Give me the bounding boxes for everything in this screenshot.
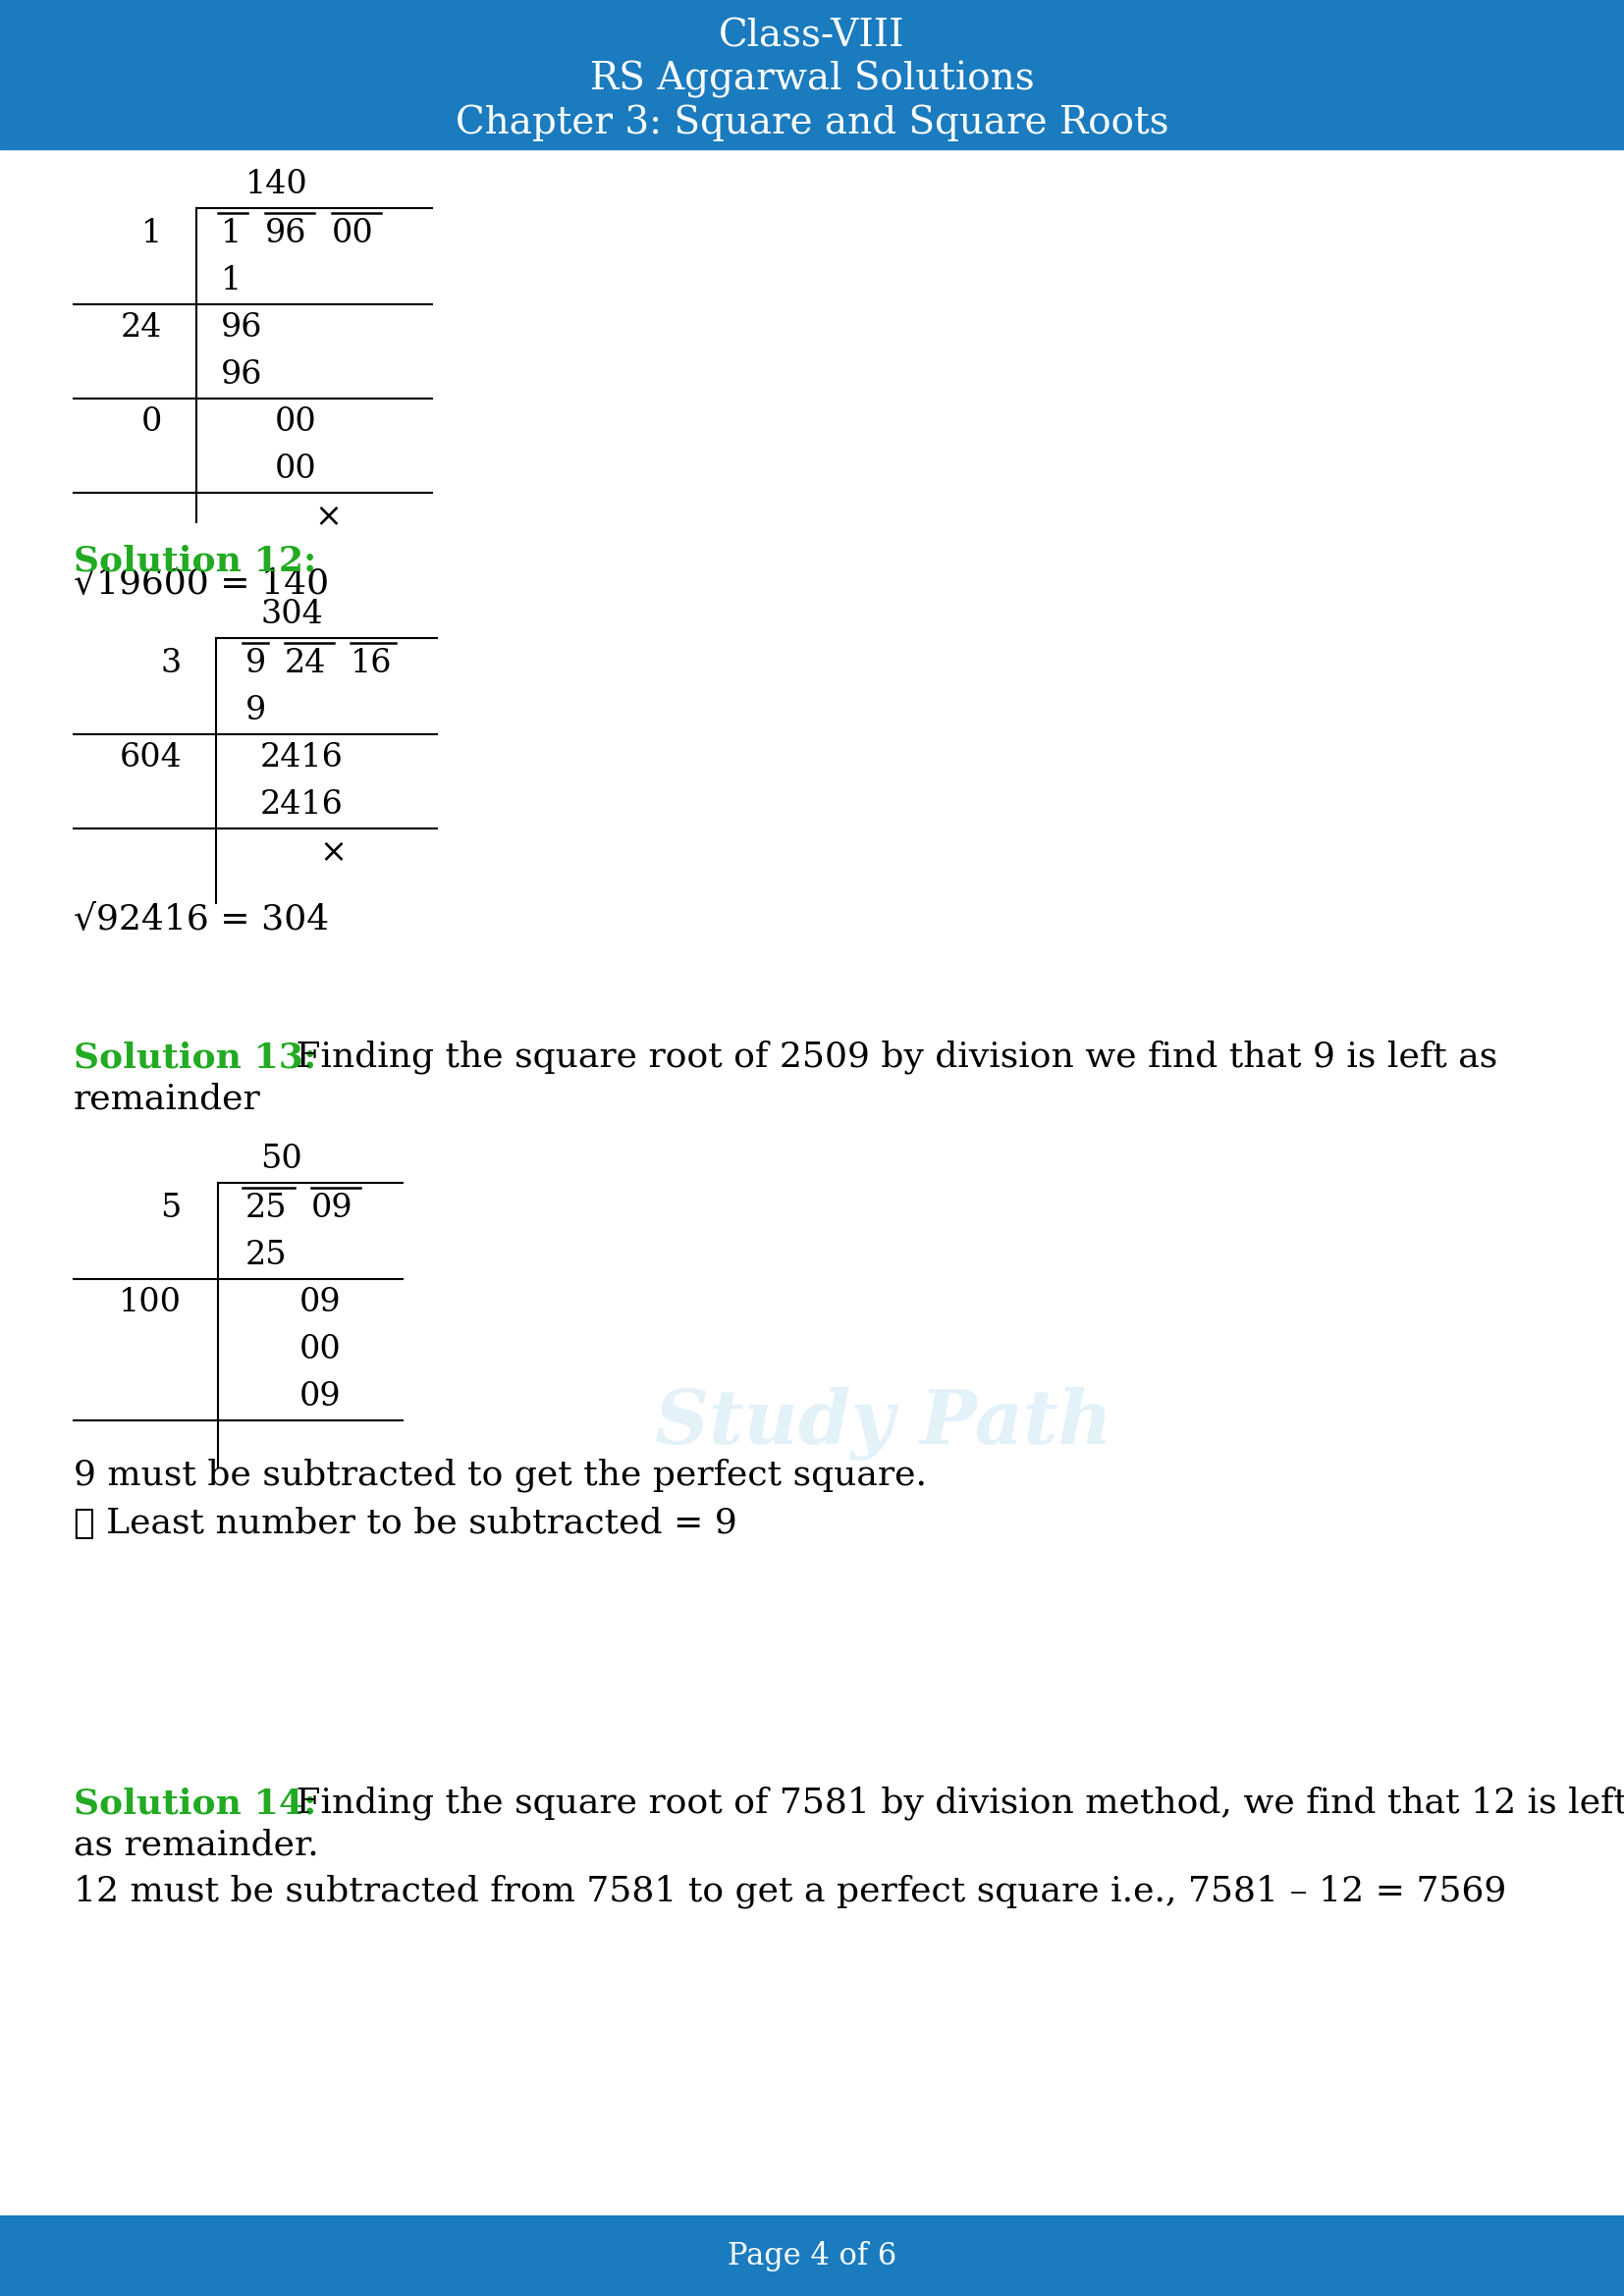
- Text: ∴ Least number to be subtracted = 9: ∴ Least number to be subtracted = 9: [73, 1506, 737, 1541]
- Text: 96: 96: [221, 312, 263, 344]
- Text: √19600 = 140: √19600 = 140: [73, 567, 330, 602]
- Text: Finding the square root of 2509 by division we find that 9 is left as: Finding the square root of 2509 by divis…: [284, 1040, 1497, 1075]
- Text: Chapter 3: Square and Square Roots: Chapter 3: Square and Square Roots: [455, 103, 1169, 140]
- Text: 00: 00: [274, 455, 317, 484]
- Text: 1: 1: [141, 218, 162, 250]
- Text: 1: 1: [221, 264, 242, 296]
- Text: 100: 100: [119, 1286, 182, 1318]
- Text: 00: 00: [299, 1334, 341, 1366]
- Text: 25: 25: [245, 1192, 287, 1224]
- Text: RS Aggarwal Solutions: RS Aggarwal Solutions: [590, 62, 1034, 99]
- Text: 9 must be subtracted to get the perfect square.: 9 must be subtracted to get the perfect …: [73, 1458, 927, 1492]
- Text: 24: 24: [284, 647, 326, 680]
- Text: 9: 9: [245, 696, 266, 726]
- Text: remainder: remainder: [73, 1081, 261, 1116]
- Text: Solution 13:: Solution 13:: [73, 1040, 317, 1075]
- Bar: [0, 2216, 1624, 2296]
- Text: 2416: 2416: [260, 790, 344, 820]
- Text: 96: 96: [265, 218, 307, 250]
- Text: Page 4 of 6: Page 4 of 6: [728, 2241, 896, 2271]
- Text: 00: 00: [331, 218, 374, 250]
- Bar: [0, 0, 1624, 149]
- Text: ×: ×: [318, 836, 346, 868]
- Text: 304: 304: [260, 599, 323, 629]
- Text: Finding the square root of 7581 by division method, we find that 12 is left: Finding the square root of 7581 by divis…: [284, 1786, 1624, 1821]
- Text: 24: 24: [120, 312, 162, 344]
- Text: 25: 25: [245, 1240, 287, 1272]
- Text: 5: 5: [161, 1192, 182, 1224]
- Text: 9: 9: [245, 647, 266, 680]
- Text: 50: 50: [260, 1143, 302, 1176]
- Text: 2416: 2416: [260, 742, 344, 774]
- Text: 604: 604: [119, 742, 182, 774]
- Text: 140: 140: [245, 170, 309, 200]
- Text: 96: 96: [221, 358, 263, 390]
- Text: 09: 09: [299, 1286, 341, 1318]
- Text: Solution 14:: Solution 14:: [73, 1786, 317, 1821]
- Text: √92416 = 304: √92416 = 304: [73, 902, 330, 937]
- Text: 3: 3: [161, 647, 182, 680]
- Text: 16: 16: [351, 647, 393, 680]
- Text: Class-VIII: Class-VIII: [719, 18, 905, 55]
- Text: ×: ×: [313, 501, 341, 533]
- Text: 12 must be subtracted from 7581 to get a perfect square i.e., 7581 – 12 = 7569: 12 must be subtracted from 7581 to get a…: [73, 1876, 1507, 1908]
- Text: 0: 0: [141, 406, 162, 439]
- Text: 00: 00: [274, 406, 317, 439]
- Text: 09: 09: [299, 1382, 341, 1412]
- Text: 1: 1: [221, 218, 242, 250]
- Text: Solution 12:: Solution 12:: [73, 544, 317, 579]
- Text: as remainder.: as remainder.: [73, 1828, 318, 1862]
- Text: 09: 09: [312, 1192, 352, 1224]
- Text: Study Path: Study Path: [654, 1387, 1112, 1460]
